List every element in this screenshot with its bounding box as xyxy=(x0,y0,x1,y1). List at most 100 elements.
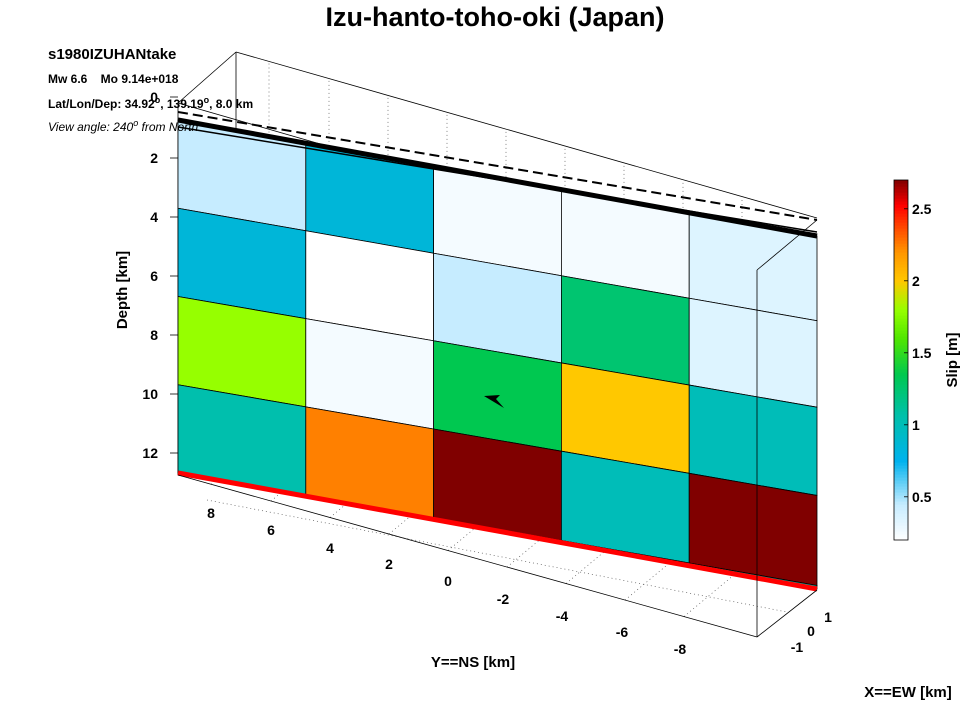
colorbar-segment xyxy=(894,384,908,388)
colorbar-label: Slip [m] xyxy=(944,332,960,387)
colorbar-segment xyxy=(894,522,908,526)
colorbar-segment xyxy=(894,273,908,277)
colorbar-segment xyxy=(894,258,908,262)
colorbar-segment xyxy=(894,498,908,502)
event-id: s1980IZUHANtake xyxy=(48,46,177,63)
colorbar-segment xyxy=(894,282,908,286)
colorbar-segment xyxy=(894,189,908,193)
depth-axis-label: Depth [km] xyxy=(114,251,131,329)
ew-tick-label: -1 xyxy=(791,639,804,655)
event-view-angle: View angle: 240o from North xyxy=(48,118,199,134)
colorbar-segment xyxy=(894,495,908,499)
colorbar-tick-label: 1.5 xyxy=(912,345,932,361)
box-edge xyxy=(756,589,818,638)
colorbar-segment xyxy=(894,390,908,394)
colorbar-segment xyxy=(894,480,908,484)
colorbar-segment xyxy=(894,195,908,199)
colorbar-segment xyxy=(894,408,908,412)
colorbar-segment xyxy=(894,240,908,244)
ns-tick-label: -2 xyxy=(497,591,510,607)
colorbar-segment xyxy=(894,333,908,337)
colorbar-segment xyxy=(894,210,908,214)
colorbar-segment xyxy=(894,312,908,316)
box-edge xyxy=(756,219,818,271)
colorbar-segment xyxy=(894,456,908,460)
colorbar-segment xyxy=(894,462,908,466)
colorbar-segment xyxy=(894,357,908,361)
colorbar-segment xyxy=(894,465,908,469)
colorbar-segment xyxy=(894,477,908,481)
colorbar-segment xyxy=(894,270,908,274)
ns-tick-label: 0 xyxy=(444,573,452,589)
ew-tick-label: 1 xyxy=(824,609,832,625)
colorbar-segment xyxy=(894,309,908,313)
colorbar-segment xyxy=(894,486,908,490)
colorbar-segment xyxy=(894,441,908,445)
colorbar-segment xyxy=(894,351,908,355)
ns-tick-label: -8 xyxy=(674,641,687,657)
colorbar-segment xyxy=(894,231,908,235)
colorbar-segment xyxy=(894,186,908,190)
colorbar-segment xyxy=(894,318,908,322)
colorbar-segment xyxy=(894,348,908,352)
colorbar-segment xyxy=(894,207,908,211)
colorbar-segment xyxy=(894,336,908,340)
event-location: Lat/Lon/Dep: 34.92o, 139.19o, 8.0 km xyxy=(48,95,254,111)
colorbar-segment xyxy=(894,321,908,325)
ew-tick-label: 0 xyxy=(807,623,815,639)
box-edge xyxy=(235,51,818,219)
colorbar-segment xyxy=(894,198,908,202)
epicenter-marker xyxy=(484,395,504,408)
colorbar-segment xyxy=(894,339,908,343)
colorbar-segment xyxy=(894,192,908,196)
colorbar-segment xyxy=(894,432,908,436)
colorbar-segment xyxy=(894,234,908,238)
colorbar-segment xyxy=(894,396,908,400)
colorbar-segment xyxy=(894,324,908,328)
colorbar-segment xyxy=(894,249,908,253)
colorbar-segment xyxy=(894,216,908,220)
colorbar-segment xyxy=(894,303,908,307)
colorbar-tick-label: 1 xyxy=(912,417,920,433)
ns-tick-label: -4 xyxy=(556,608,569,624)
colorbar-segment xyxy=(894,519,908,523)
colorbar-segment xyxy=(894,447,908,451)
colorbar-segment xyxy=(894,219,908,223)
colorbar-segment xyxy=(894,246,908,250)
colorbar-segment xyxy=(894,459,908,463)
colorbar-tick-label: 0.5 xyxy=(912,489,932,505)
ns-tick-label: 8 xyxy=(207,505,215,521)
colorbar-segment xyxy=(894,201,908,205)
colorbar-segment xyxy=(894,252,908,256)
colorbar-segment xyxy=(894,279,908,283)
colorbar-segment xyxy=(894,393,908,397)
depth-tick-label: 12 xyxy=(142,445,158,461)
depth-tick-label: 8 xyxy=(150,327,158,343)
colorbar-segment xyxy=(894,375,908,379)
depth-tick-label: 10 xyxy=(142,386,158,402)
colorbar-segment xyxy=(894,243,908,247)
colorbar-segment xyxy=(894,213,908,217)
colorbar-segment xyxy=(894,474,908,478)
box-edge xyxy=(177,51,237,104)
colorbar-segment xyxy=(894,372,908,376)
depth-tick-label: 4 xyxy=(150,209,158,225)
depth-tick-label: 2 xyxy=(150,150,158,166)
depth-tick-label: 0 xyxy=(150,89,158,105)
colorbar-segment xyxy=(894,294,908,298)
ns-tick-label: 6 xyxy=(267,522,275,538)
slip-cells xyxy=(177,119,818,590)
colorbar-segment xyxy=(894,450,908,454)
surface-trace-dashed xyxy=(177,111,818,221)
colorbar-segment xyxy=(894,489,908,493)
colorbar-segment xyxy=(894,453,908,457)
colorbar-segment xyxy=(894,237,908,241)
view-angle-label: View angle: 240 xyxy=(48,120,134,134)
colorbar-segment xyxy=(894,297,908,301)
colorbar-segment xyxy=(894,405,908,409)
event-location-label: Lat/Lon/Dep: xyxy=(48,97,125,111)
colorbar-segment xyxy=(894,435,908,439)
colorbar-segment xyxy=(894,369,908,373)
colorbar-segment xyxy=(894,534,908,538)
